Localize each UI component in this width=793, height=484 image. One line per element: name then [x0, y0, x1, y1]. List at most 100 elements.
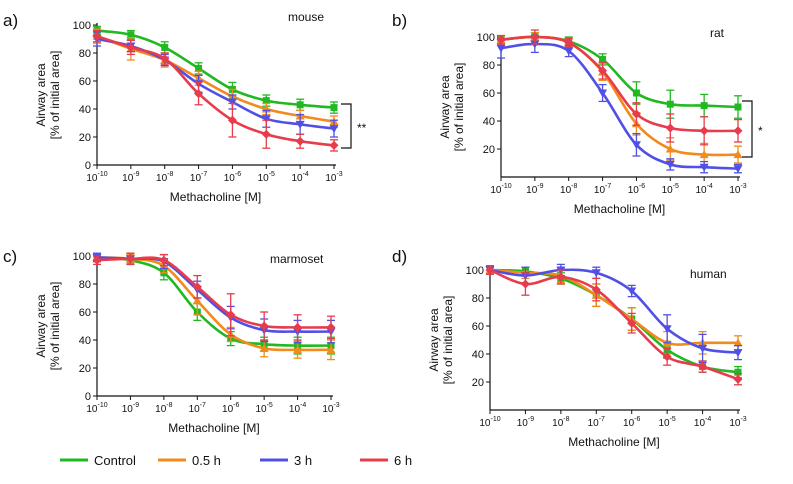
x-tick-exponent: -5 [673, 183, 679, 190]
x-tick-label: 10-5 [255, 402, 272, 415]
legend-label: 3 h [294, 453, 312, 468]
chart-panel-c: c) marmoset02040608010010-10 10-9 10-8 10-7 1… [3, 247, 340, 435]
x-tick-exponent: -7 [201, 171, 207, 178]
y-tick-label: 100 [466, 265, 484, 277]
series-line [501, 37, 738, 155]
x-tick-label: 10-5 [258, 171, 275, 184]
chart-title: marmoset [270, 252, 324, 266]
chart-title: human [690, 267, 727, 281]
x-tick-exponent: -7 [605, 183, 611, 190]
x-tick-label: 10-4 [291, 171, 308, 184]
significance-bracket [341, 104, 351, 148]
x-tick-label: 10-9 [122, 171, 139, 184]
y-axis-label: Airway area [438, 75, 452, 139]
y-axis-label-unit: [% of initial area] [48, 51, 62, 140]
y-tick-label: 0 [85, 391, 91, 403]
x-tick-label: 10-4 [289, 402, 306, 415]
x-tick-base: 10 [526, 185, 538, 196]
data-point [666, 124, 675, 133]
x-tick-label: 10-7 [588, 416, 605, 429]
data-point [161, 44, 168, 51]
y-tick-label: 100 [73, 20, 91, 32]
x-tick-label: 10-10 [479, 416, 500, 429]
data-point [735, 104, 742, 111]
x-tick-base: 10 [479, 418, 491, 429]
x-tick-exponent: -10 [502, 183, 512, 190]
x-tick-label: 10-7 [190, 171, 207, 184]
x-tick-base: 10 [552, 418, 564, 429]
legend-label: Control [94, 453, 136, 468]
x-tick-label: 10-10 [86, 402, 107, 415]
x-tick-exponent: -4 [303, 171, 309, 178]
legend-item-0-5-h: 0.5 h [158, 453, 221, 468]
x-tick-base: 10 [155, 404, 167, 415]
x-tick-label: 10-7 [189, 402, 206, 415]
x-tick-base: 10 [490, 185, 502, 196]
significance-marker: ** [357, 121, 367, 135]
x-axis-label: Methacholine [M] [568, 435, 659, 449]
data-point [297, 101, 304, 108]
y-tick-label: 40 [79, 335, 91, 347]
series-6-h [497, 30, 743, 145]
x-tick-base: 10 [658, 418, 670, 429]
data-point [331, 104, 338, 111]
x-tick-exponent: -6 [639, 183, 645, 190]
significance-bracket [742, 101, 752, 157]
y-tick-label: 60 [483, 88, 495, 100]
x-tick-label: 10-3 [322, 402, 339, 415]
x-tick-label: 10-3 [729, 183, 746, 196]
data-point [633, 90, 640, 97]
y-tick-label: 80 [472, 293, 484, 305]
y-tick-label: 20 [79, 363, 91, 375]
y-tick-label: 20 [483, 144, 495, 156]
data-point [701, 102, 708, 109]
x-tick-label: 10-4 [695, 183, 712, 196]
y-axis-label: Airway area [34, 294, 48, 358]
panel-label: a) [3, 11, 18, 30]
y-tick-label: 60 [79, 76, 91, 88]
legend: Control 0.5 h 3 h 6 h [60, 453, 412, 468]
significance-marker: * [758, 124, 763, 138]
y-axis-label-unit: [% of initial area] [441, 296, 455, 385]
x-tick-exponent: -9 [133, 171, 139, 178]
series-line [97, 36, 334, 145]
x-tick-label: 10-4 [694, 416, 711, 429]
x-tick-base: 10 [662, 185, 674, 196]
data-point [734, 126, 743, 135]
x-tick-base: 10 [517, 418, 529, 429]
x-tick-exponent: -9 [133, 402, 139, 409]
x-tick-base: 10 [86, 404, 98, 415]
x-tick-label: 10-3 [729, 416, 746, 429]
series-line [97, 31, 334, 108]
y-axis-label-unit: [% of initial area] [48, 282, 62, 371]
x-tick-base: 10 [122, 173, 134, 184]
legend-label: 6 h [394, 453, 412, 468]
legend-label: 0.5 h [192, 453, 221, 468]
data-point [700, 126, 709, 135]
y-tick-label: 20 [472, 377, 484, 389]
x-tick-base: 10 [729, 418, 741, 429]
x-tick-label: 10-8 [552, 416, 569, 429]
x-tick-base: 10 [255, 404, 267, 415]
x-axis-label: Methacholine [M] [168, 421, 259, 435]
legend-item-3-h: 3 h [260, 453, 312, 468]
x-tick-base: 10 [291, 173, 303, 184]
x-tick-exponent: -4 [300, 402, 306, 409]
legend-item-6-h: 6 h [360, 453, 412, 468]
x-tick-exponent: -3 [333, 402, 339, 409]
x-tick-exponent: -8 [166, 402, 172, 409]
x-tick-exponent: -3 [336, 171, 342, 178]
x-tick-exponent: -9 [528, 416, 534, 423]
data-point [330, 141, 339, 150]
x-tick-exponent: -7 [200, 402, 206, 409]
x-tick-base: 10 [122, 404, 134, 415]
y-tick-label: 20 [79, 132, 91, 144]
x-tick-exponent: -3 [740, 183, 746, 190]
x-tick-base: 10 [156, 173, 168, 184]
x-tick-base: 10 [190, 173, 202, 184]
series-6-h [93, 31, 339, 151]
x-tick-label: 10-10 [86, 171, 107, 184]
x-tick-base: 10 [325, 173, 337, 184]
